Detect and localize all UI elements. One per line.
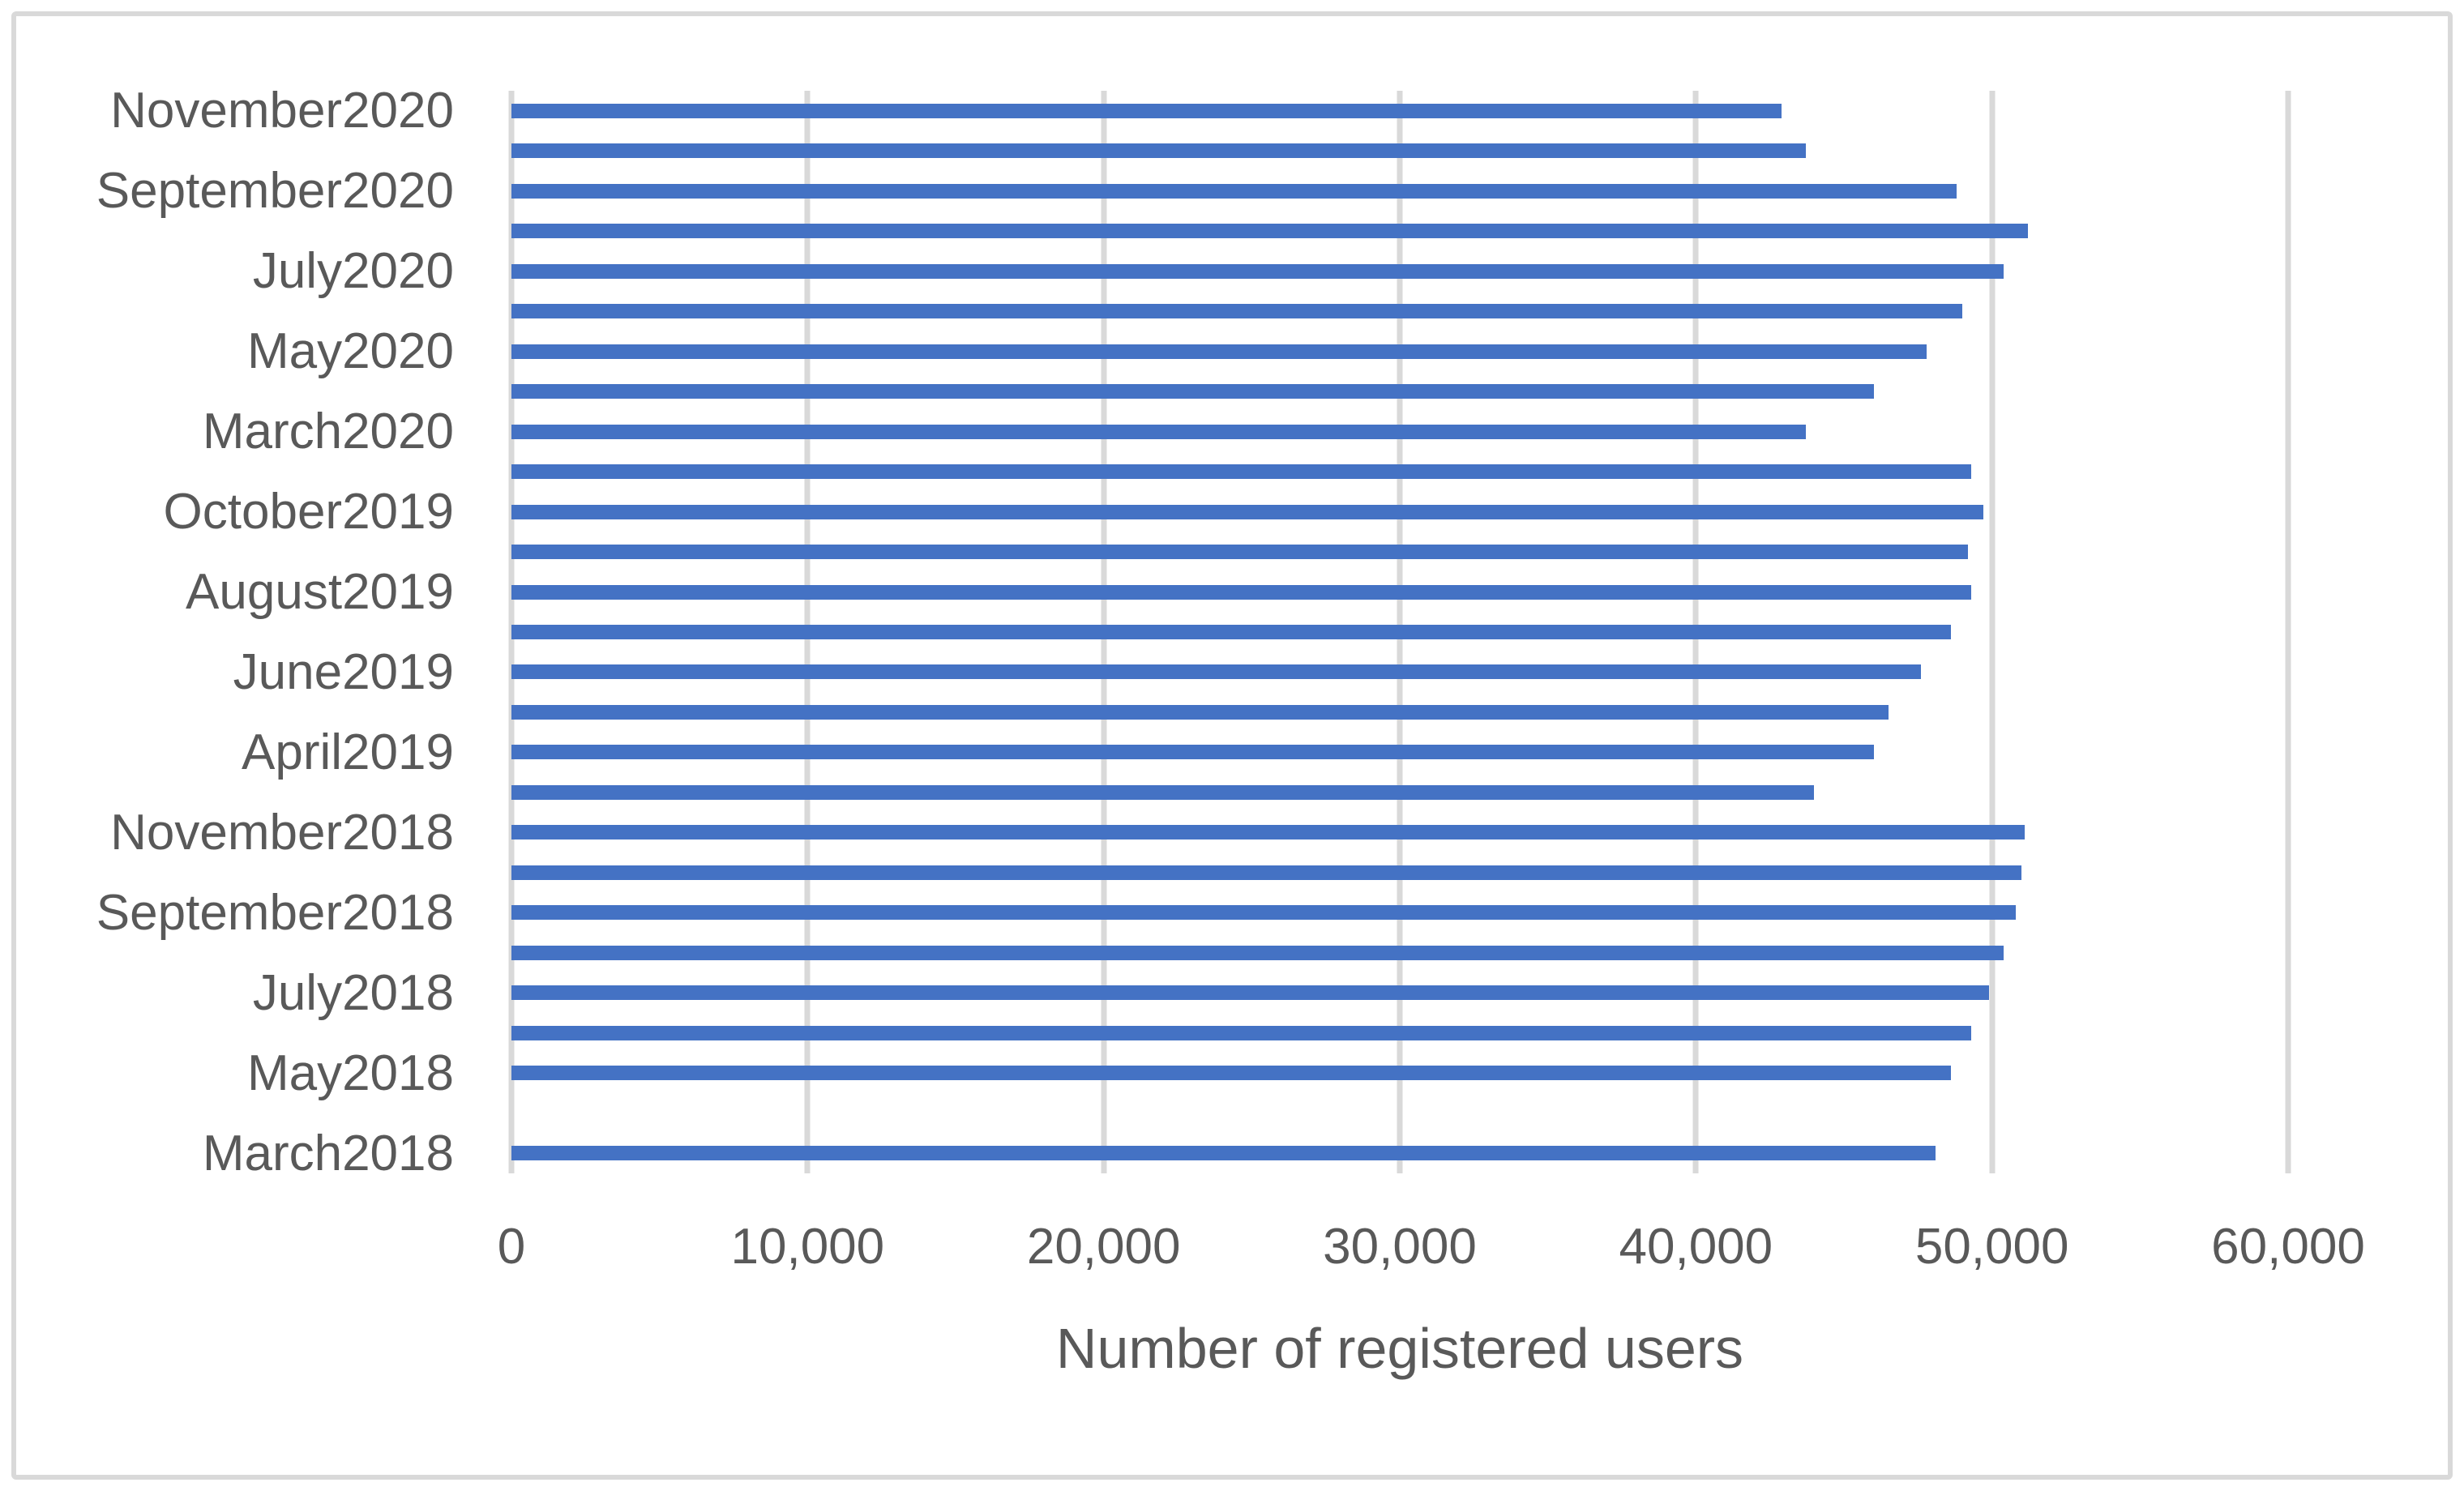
bar <box>511 103 1782 118</box>
x-tick-label: 60,000 <box>2211 1219 2365 1275</box>
category-label: March2020 <box>202 404 454 460</box>
plot-area <box>508 91 2291 1173</box>
bar-row <box>511 1013 2288 1053</box>
x-tick-label: 40,000 <box>1619 1219 1773 1275</box>
category-label: August2019 <box>186 564 454 620</box>
bar <box>511 905 2016 921</box>
bar-row <box>511 1053 2288 1093</box>
bar <box>511 584 1972 600</box>
bar-row <box>511 171 2288 211</box>
bar <box>511 1025 1972 1040</box>
bar <box>511 1146 1936 1161</box>
bar-row <box>511 893 2288 933</box>
category-label: March2018 <box>202 1125 454 1181</box>
category-label: November2020 <box>110 83 454 139</box>
bar-row <box>511 91 2288 130</box>
bar-row <box>511 733 2288 772</box>
bar-row <box>511 291 2288 331</box>
bar-row <box>511 652 2288 692</box>
bar-row <box>511 813 2288 852</box>
bar-row <box>511 412 2288 451</box>
bar-row <box>511 130 2288 170</box>
category-label: September2018 <box>96 884 454 941</box>
x-tick-label: 0 <box>497 1219 526 1275</box>
x-gridline <box>2285 91 2291 1173</box>
category-label: April2019 <box>242 724 454 780</box>
bar-row <box>511 933 2288 972</box>
x-gridline <box>1989 91 1996 1173</box>
bar-row <box>511 612 2288 652</box>
category-label: June2019 <box>233 643 454 700</box>
bar-row <box>511 572 2288 612</box>
bar <box>511 704 1889 720</box>
bar <box>511 985 1989 1001</box>
bar <box>511 504 1983 519</box>
x-tick-label: 50,000 <box>1914 1219 2069 1275</box>
bar-row <box>511 251 2288 291</box>
bar <box>511 1066 1951 1081</box>
bar <box>511 143 1806 159</box>
bar <box>511 745 1874 760</box>
bar-row <box>511 532 2288 571</box>
bar-row <box>511 331 2288 371</box>
category-label: October2019 <box>163 484 454 540</box>
bar <box>511 224 2028 239</box>
y-axis-category-labels: November2020 September2020 July2020 May2020… <box>0 83 454 1181</box>
bar <box>511 344 1927 359</box>
category-label: September2020 <box>96 163 454 220</box>
bar <box>511 263 2004 279</box>
bar-row <box>511 973 2288 1013</box>
bar <box>511 624 1951 639</box>
bar-row <box>511 1134 2288 1173</box>
bar <box>511 183 1957 199</box>
bar <box>511 424 1806 439</box>
category-label: November2018 <box>110 804 454 861</box>
x-tick-label: 10,000 <box>730 1219 885 1275</box>
bar-row <box>511 692 2288 732</box>
bar <box>511 304 1963 319</box>
category-label: May2020 <box>246 323 454 380</box>
category-label: May2018 <box>246 1045 454 1101</box>
category-label: July2018 <box>252 964 454 1021</box>
bar <box>511 945 2004 960</box>
x-axis-tick-labels: 0 10,000 20,000 30,000 40,000 50,000 60,000 <box>498 1215 2365 1288</box>
bar-row <box>511 451 2288 491</box>
bar <box>511 464 1972 480</box>
bar-row <box>511 211 2288 250</box>
x-axis-title: Number of registered users <box>1055 1317 1744 1380</box>
bar-row <box>511 852 2288 892</box>
bar <box>511 384 1874 399</box>
bar-row <box>511 772 2288 812</box>
x-tick-label: 20,000 <box>1026 1219 1181 1275</box>
bar <box>511 865 2022 880</box>
bar <box>511 784 1815 800</box>
x-tick-label: 30,000 <box>1323 1219 1477 1275</box>
category-label: July2020 <box>252 243 454 300</box>
bar <box>511 545 1969 560</box>
bar-row <box>511 371 2288 411</box>
bar <box>511 825 2025 840</box>
bar <box>511 664 1921 680</box>
bar-row <box>511 492 2288 532</box>
